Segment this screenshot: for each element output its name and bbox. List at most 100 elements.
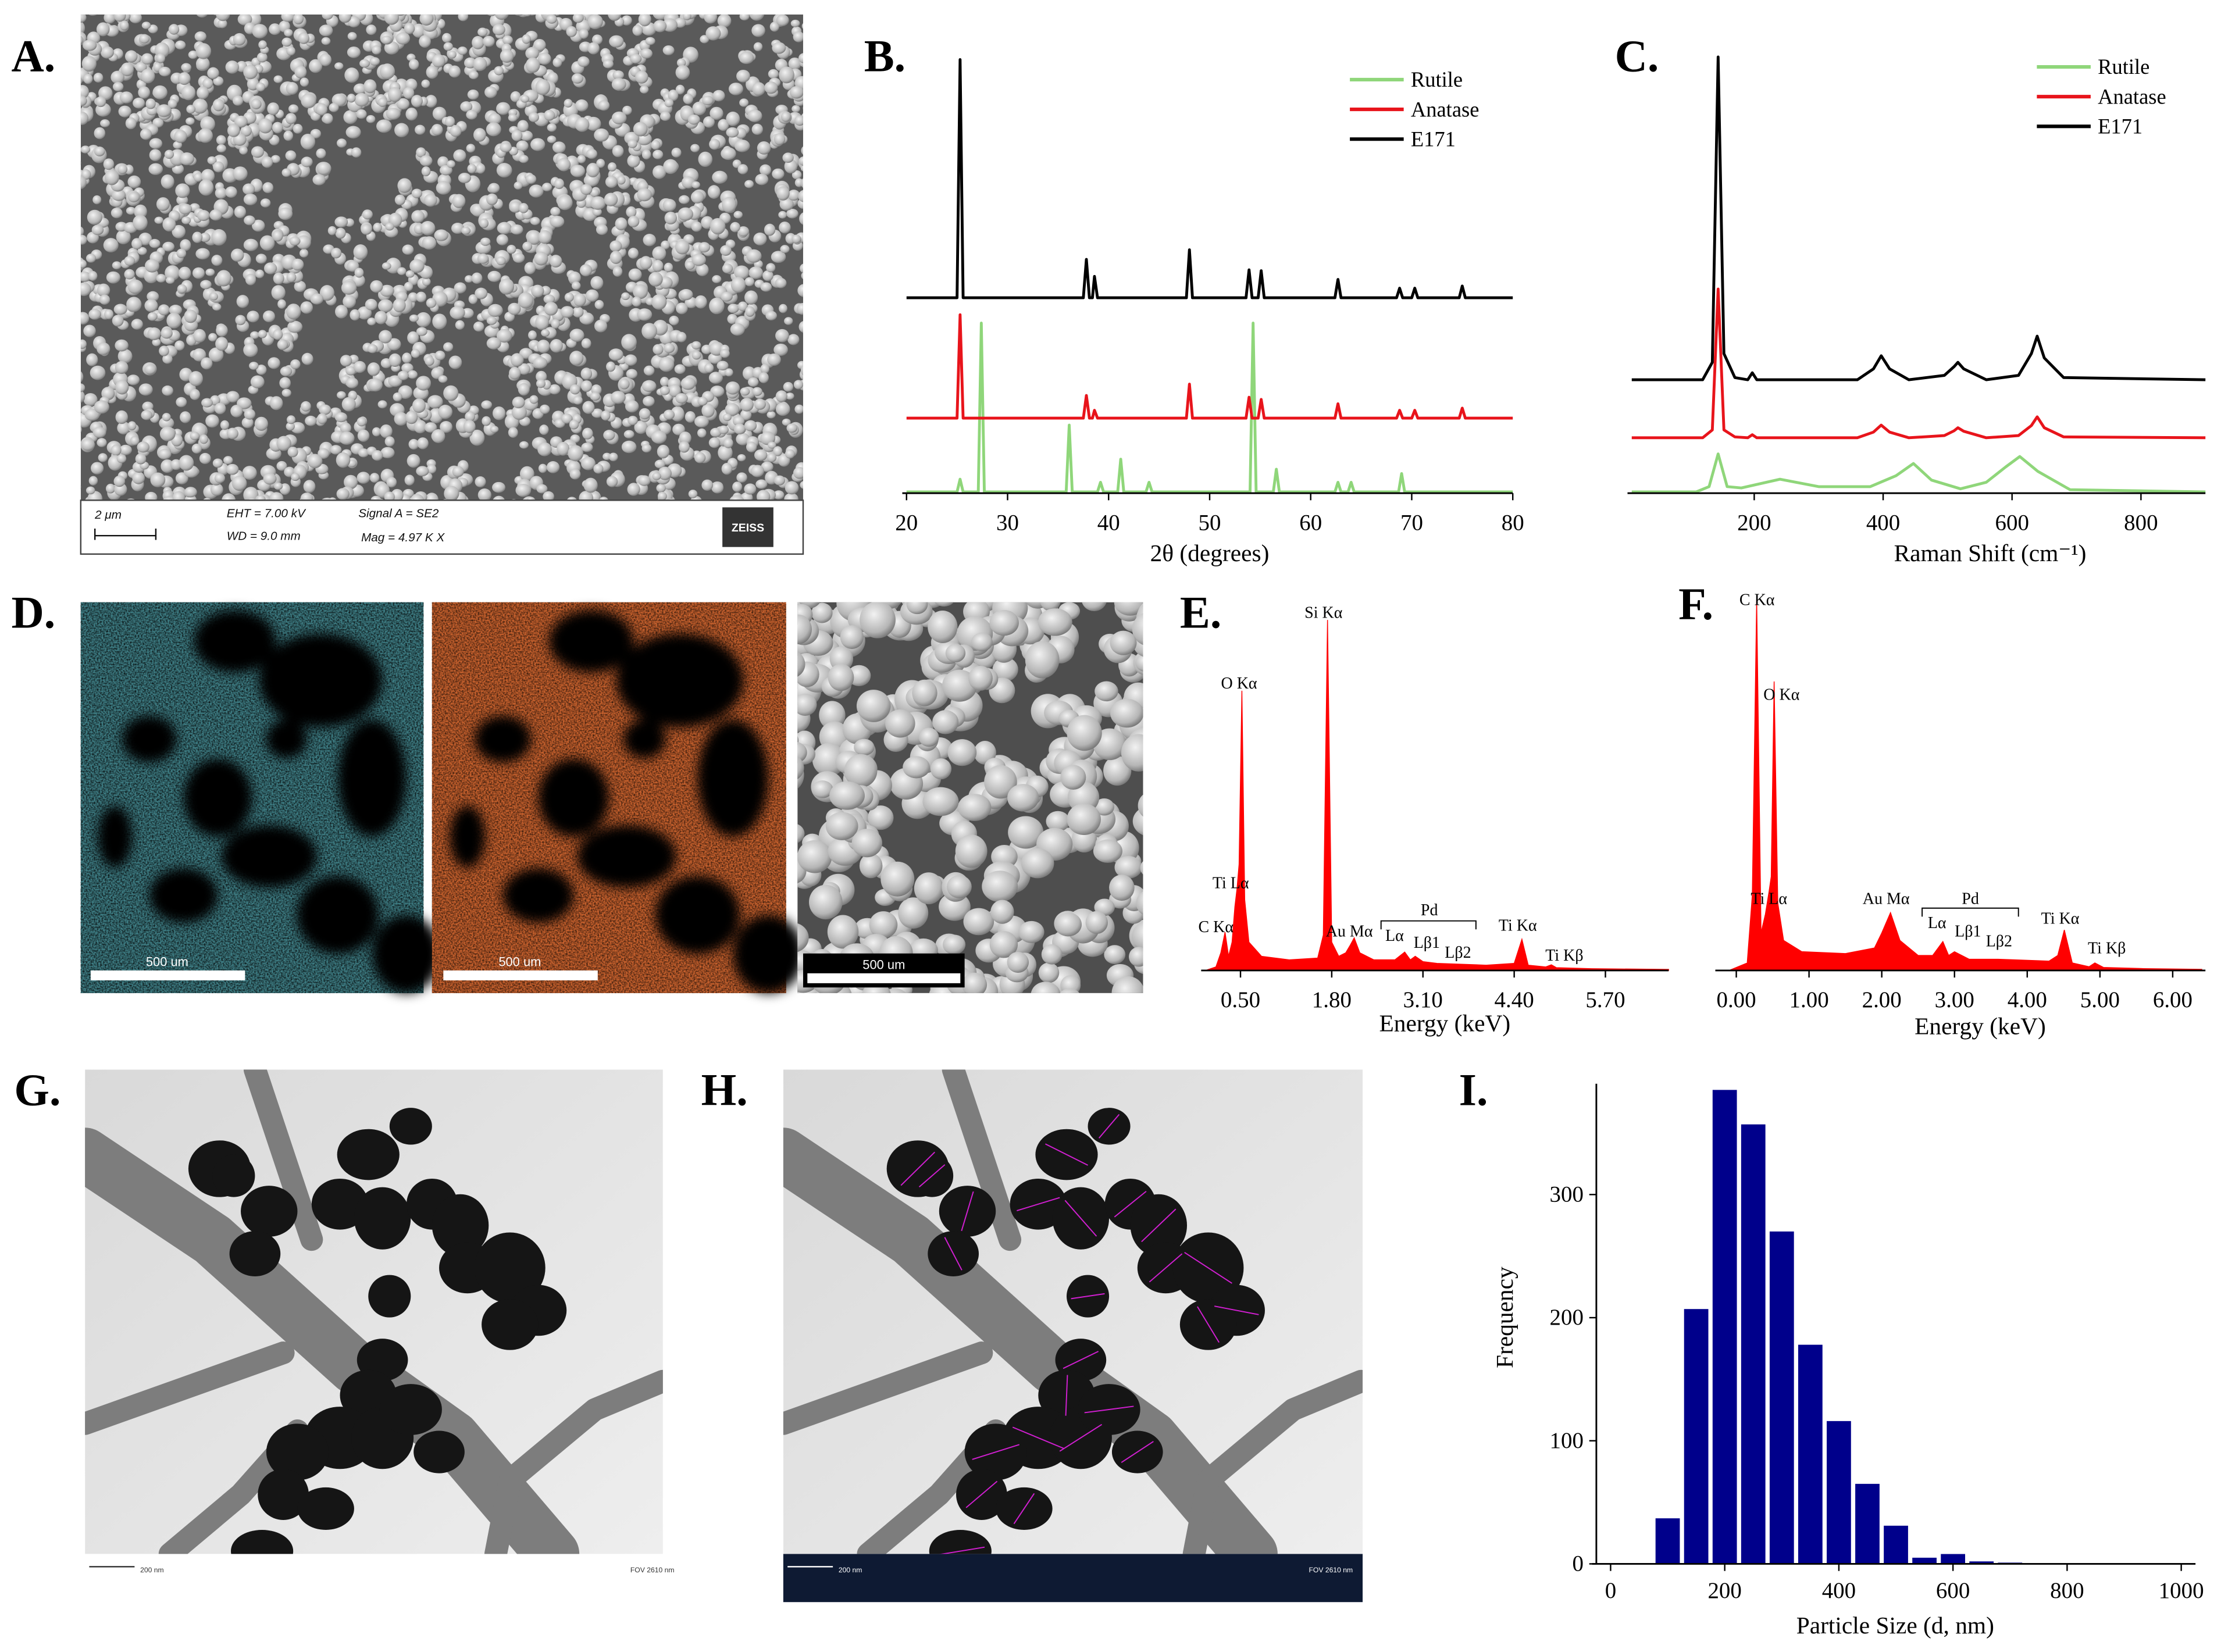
grain: [868, 805, 894, 830]
grain: [173, 141, 183, 149]
grain: [792, 105, 800, 113]
grain: [477, 254, 489, 264]
spectrum-line: [1631, 287, 2206, 440]
grain: [319, 24, 333, 37]
grain: [476, 163, 486, 174]
grain: [662, 199, 676, 212]
grain: [648, 272, 663, 287]
grain: [440, 420, 452, 433]
grain: [337, 138, 347, 148]
grain: [1140, 861, 1143, 875]
grain: [580, 184, 593, 195]
grain: [656, 483, 666, 493]
grain: [131, 5, 142, 14]
measure-line: [900, 1151, 936, 1186]
grain: [638, 475, 651, 486]
grain: [269, 396, 283, 411]
grain: [199, 434, 208, 444]
grain: [487, 270, 501, 283]
grain: [627, 483, 640, 496]
grain: [336, 488, 350, 500]
grain: [409, 259, 425, 273]
grain: [80, 312, 90, 325]
sem-info: 2 μm EHT = 7.00 kV WD = 9.0 mm Signal A …: [94, 507, 773, 547]
grain: [664, 211, 678, 224]
grain: [582, 427, 593, 440]
x-tick-label: 20: [895, 510, 918, 535]
grain: [942, 934, 966, 955]
grain: [408, 438, 419, 450]
grain: [444, 486, 459, 501]
grain: [202, 78, 213, 89]
grain: [803, 104, 812, 113]
carbon-film: [85, 1128, 580, 1554]
grain: [737, 454, 746, 462]
panel-labels: A. B. C. D. E. F. G. H. I.: [11, 31, 1713, 1115]
grain: [269, 492, 284, 501]
grain: [120, 62, 134, 77]
grain: [1021, 848, 1054, 879]
x-tick-label: 0.50: [1221, 987, 1260, 1012]
grain: [793, 467, 803, 479]
grain: [213, 76, 224, 86]
grain: [591, 408, 603, 418]
grain: [395, 32, 411, 45]
grain: [395, 14, 405, 16]
grain: [586, 116, 601, 131]
grain: [230, 405, 243, 418]
grain: [127, 374, 140, 386]
y-tick-label: 300: [1550, 1182, 1584, 1207]
grain: [641, 149, 651, 160]
grain: [436, 181, 451, 195]
grain: [214, 473, 226, 483]
grain: [379, 63, 395, 80]
grain: [773, 343, 788, 356]
grain: [405, 270, 415, 278]
grain: [194, 31, 206, 42]
grain: [526, 497, 536, 501]
grain: [193, 173, 204, 182]
grain: [416, 327, 427, 336]
grain: [152, 85, 167, 99]
grain: [860, 602, 896, 638]
eds-map-ti: [80, 602, 441, 993]
grain: [212, 458, 223, 468]
grain: [250, 375, 265, 388]
grain: [730, 222, 740, 233]
grain: [799, 212, 803, 225]
x-axis-label: Particle Size (d, nm): [1796, 1612, 1994, 1639]
grain: [794, 404, 803, 414]
grain: [353, 361, 366, 373]
grain: [196, 14, 208, 18]
grain: [256, 495, 266, 501]
grain: [372, 45, 382, 55]
grain: [162, 413, 171, 422]
grain: [450, 306, 465, 320]
grain: [1138, 794, 1143, 817]
x-tick-label: 6.00: [2153, 987, 2193, 1012]
y-tick-label: 0: [1573, 1551, 1584, 1576]
particle: [212, 1154, 255, 1197]
grain: [914, 872, 943, 905]
grain: [345, 377, 359, 388]
map-scale-bar: [443, 970, 598, 980]
grain: [338, 14, 352, 23]
grain: [682, 14, 691, 20]
grain: [486, 337, 501, 349]
grain: [133, 215, 148, 231]
grain: [386, 477, 397, 488]
grain: [730, 323, 745, 336]
grain: [628, 216, 640, 227]
grain: [752, 387, 762, 396]
histogram-bar: [1912, 1557, 1937, 1564]
grain: [751, 24, 765, 37]
grain: [147, 291, 159, 302]
grain: [535, 315, 549, 330]
grain: [416, 312, 431, 327]
grain: [511, 405, 527, 420]
grain: [407, 454, 420, 468]
grain: [331, 248, 342, 259]
grain: [262, 310, 275, 323]
grain: [494, 14, 509, 20]
grain: [132, 472, 145, 484]
